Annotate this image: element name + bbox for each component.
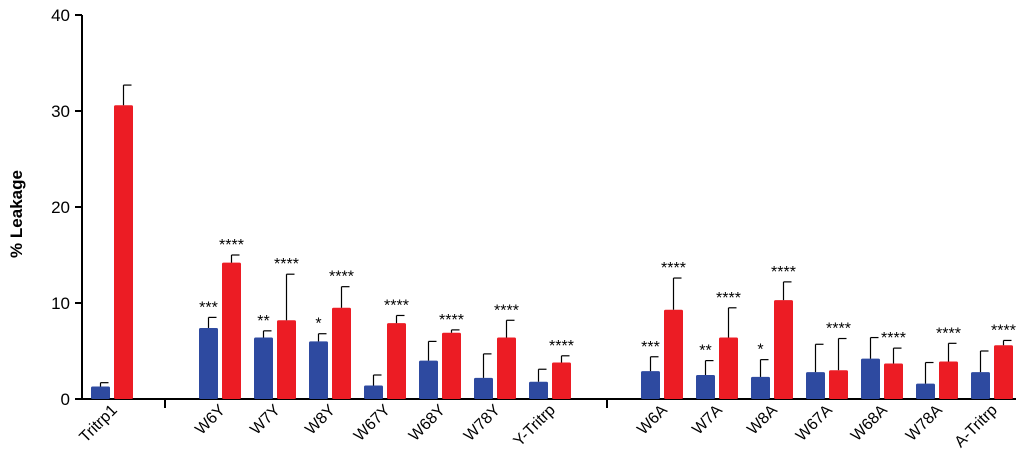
significance-label: **** <box>661 260 686 277</box>
bar <box>696 375 715 399</box>
bar <box>994 345 1013 399</box>
bar <box>222 262 241 399</box>
bar <box>254 337 273 399</box>
bar <box>916 383 935 399</box>
y-tick-label: 10 <box>51 294 70 313</box>
significance-label: **** <box>329 269 354 286</box>
significance-label: **** <box>936 325 961 342</box>
bar <box>552 362 571 399</box>
x-tick-label: W8Y <box>302 402 339 439</box>
x-tick-label: W78Y <box>461 402 504 445</box>
bar <box>91 386 110 399</box>
significance-label: ** <box>699 343 711 360</box>
y-tick-label: 0 <box>61 390 70 409</box>
y-tick-label: 30 <box>51 102 70 121</box>
bar <box>497 337 516 399</box>
bar <box>387 323 406 399</box>
bar <box>806 372 825 399</box>
bar <box>971 372 990 399</box>
bar <box>664 309 683 399</box>
bar <box>364 385 383 399</box>
bar <box>829 370 848 399</box>
significance-label: **** <box>771 264 796 281</box>
significance-label: **** <box>494 302 519 319</box>
x-tick-label: W68A <box>848 402 891 445</box>
bar <box>332 307 351 399</box>
x-tick-label: W7A <box>689 402 726 439</box>
bar <box>861 358 880 399</box>
bar <box>309 341 328 399</box>
y-tick-label: 40 <box>51 6 70 25</box>
significance-label: **** <box>219 237 244 254</box>
significance-label: **** <box>439 312 464 329</box>
significance-label: **** <box>991 322 1016 339</box>
x-tick-label: W8A <box>744 402 781 439</box>
significance-label: *** <box>199 299 218 316</box>
bar <box>751 376 770 399</box>
significance-label: **** <box>826 321 851 338</box>
significance-label: * <box>757 342 763 359</box>
x-tick-label: Y-Tritrp <box>511 402 559 450</box>
significance-label: **** <box>384 297 409 314</box>
bar <box>641 371 660 399</box>
significance-label: ** <box>257 313 269 330</box>
bar <box>774 300 793 399</box>
bar <box>719 337 738 399</box>
x-tick-label: A-Tritrp <box>952 402 1001 451</box>
bar <box>199 327 218 399</box>
significance-label: **** <box>549 338 574 355</box>
x-tick-label: W67Y <box>351 402 394 445</box>
significance-label: **** <box>274 256 299 273</box>
significance-label: **** <box>881 330 906 347</box>
bar <box>277 320 296 399</box>
bar <box>474 377 493 399</box>
x-tick-label: W6Y <box>192 402 229 439</box>
x-tick-label: W7Y <box>247 402 284 439</box>
y-tick-label: 20 <box>51 198 70 217</box>
x-tick-label: W67A <box>793 402 836 445</box>
bar <box>884 363 903 399</box>
bar <box>419 360 438 399</box>
bars-layer <box>91 84 1013 400</box>
significance-label: *** <box>641 339 660 356</box>
bar <box>939 361 958 399</box>
y-axis-label: % Leakage <box>7 170 26 258</box>
significance-label: **** <box>716 290 741 307</box>
x-tick-label: W6A <box>634 402 671 439</box>
x-tick-label: W68Y <box>406 402 449 445</box>
significance-label: * <box>315 316 321 333</box>
bar <box>442 332 461 399</box>
bar <box>529 381 548 399</box>
x-tick-label: Tritrp1 <box>77 402 121 446</box>
bar <box>114 105 133 400</box>
x-tick-label: W78A <box>903 402 946 445</box>
